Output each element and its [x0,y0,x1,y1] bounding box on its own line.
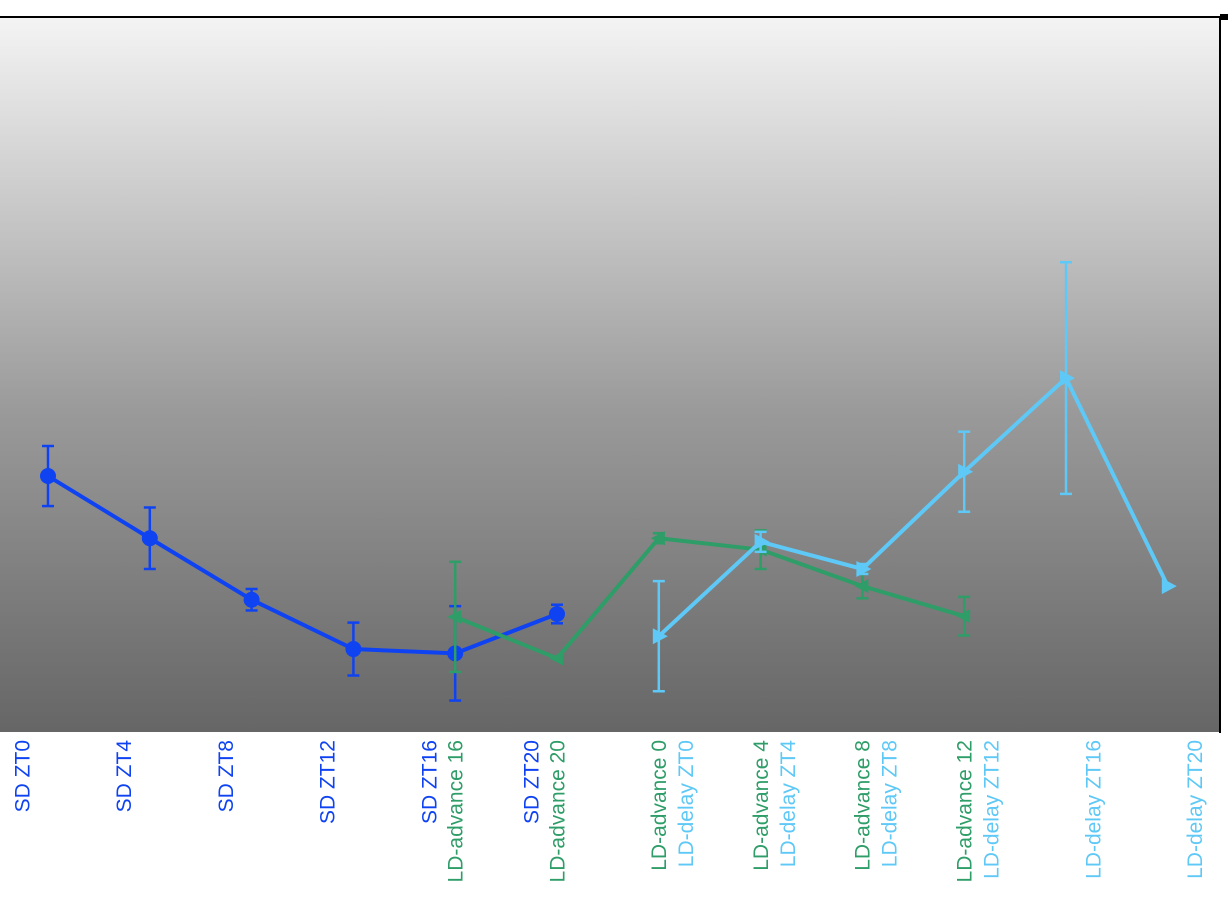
x-tick-label: SD ZT16 [419,740,442,824]
x-tick-label: SD ZT0 [11,740,34,812]
x-tick-label: LD-delay ZT12 [981,740,1004,879]
x-tick-label: LD-advance 12 [954,740,977,882]
x-tick-label: SD ZT12 [317,740,340,824]
marker [956,609,971,624]
x-tick-label: LD-advance 16 [445,740,468,882]
marker [243,591,260,608]
series-line [46,474,558,656]
x-tick-label: SD ZT4 [113,740,136,813]
x-tick-label: SD ZT20 [520,740,543,824]
x-tick-label: LD-advance 4 [750,740,773,871]
marker [447,609,462,624]
marker [40,468,56,485]
plot-area [0,17,1220,732]
marker [754,533,770,550]
x-tick-label: LD-delay ZT4 [777,740,800,868]
x-tick-label: LD-delay ZT8 [879,740,902,867]
x-tick-label: LD-delay ZT16 [1082,740,1105,879]
marker [549,606,565,623]
marker [1060,370,1075,387]
marker [854,579,869,594]
marker [549,651,563,666]
marker [652,628,668,645]
marker [345,641,362,658]
x-tick-label: LD-advance 20 [546,740,569,882]
marker [1161,578,1177,595]
marker [650,531,665,546]
x-tick-label: LD-delay ZT20 [1184,740,1207,879]
x-tick-label: LD-advance 0 [648,740,671,871]
marker [958,463,974,480]
x-tick-label: SD ZT8 [215,740,238,812]
series-line [657,374,1170,638]
x-tick-label: LD-advance 8 [852,740,875,871]
x-tick-label: LD-delay ZT0 [675,740,698,867]
series-line [454,536,965,661]
marker [141,530,158,547]
marker [856,560,872,577]
